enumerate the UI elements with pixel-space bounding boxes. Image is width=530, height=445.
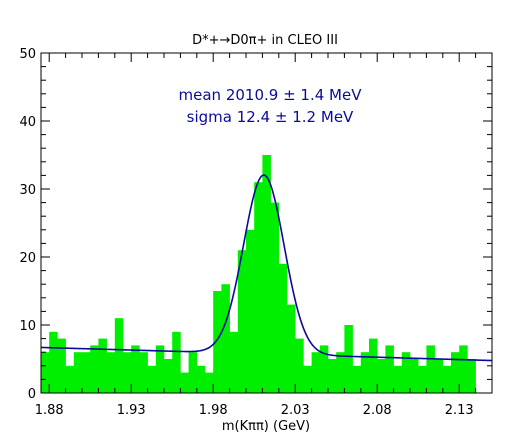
x-tick-label: 2.03 [281, 403, 310, 418]
y-tick-label: 50 [19, 47, 36, 62]
histogram-bar [196, 365, 206, 393]
histogram-bar [49, 331, 58, 393]
histogram-bar [467, 359, 476, 393]
histogram-bar [426, 345, 435, 393]
histogram-bar [237, 250, 247, 393]
histogram-bar [73, 352, 83, 393]
histogram-bar [147, 365, 157, 393]
y-tick-label: 30 [19, 183, 36, 198]
annotation-mean: mean 2010.9 ± 1.4 MeV [179, 86, 363, 104]
histogram-bar [459, 345, 468, 393]
x-tick-label: 1.98 [199, 403, 228, 418]
y-tick-labels: 0 10 20 30 40 50 [19, 47, 36, 402]
histogram-bar [114, 318, 124, 393]
histogram-bar [287, 304, 296, 393]
histogram-bar [303, 365, 312, 393]
histogram-bar [451, 352, 460, 393]
histogram-bar [393, 365, 403, 393]
histogram-bar [106, 352, 116, 393]
y-tick-label: 40 [19, 115, 36, 130]
histogram-bar [188, 352, 198, 393]
fit-curve [40, 174, 493, 362]
histogram-bar [123, 352, 132, 393]
histogram-bar [254, 182, 263, 393]
histogram-bar [434, 359, 444, 393]
y-tick-label: 10 [19, 319, 36, 334]
histogram-bars [41, 155, 476, 393]
histogram-bar [41, 352, 50, 393]
histogram-bar [131, 345, 140, 393]
histogram-bar [65, 365, 75, 393]
histogram-bar [418, 365, 427, 393]
histogram-bar [352, 365, 362, 393]
x-tick-label: 2.13 [445, 403, 474, 418]
histogram-bar [82, 352, 91, 393]
x-tick-label: 2.08 [363, 403, 392, 418]
histogram-bar [221, 284, 230, 393]
histogram-bar [246, 229, 255, 393]
histogram-bar [278, 263, 288, 393]
histogram-bar [401, 352, 411, 393]
x-axis-title: m(Kππ) (GeV) [222, 419, 310, 434]
histogram-bar [180, 372, 189, 393]
histogram-bar [319, 345, 329, 393]
histogram-bar [270, 202, 280, 393]
histogram-bar [262, 155, 271, 393]
x-tick-labels: 1.88 1.93 1.98 2.03 2.08 2.13 [35, 403, 474, 418]
annotation-sigma: sigma 12.4 ± 1.2 MeV [187, 108, 354, 126]
histogram-bar [164, 359, 173, 393]
histogram-bar [172, 331, 181, 393]
histogram-bar [385, 345, 394, 393]
plot-frame [40, 52, 493, 394]
x-tick-label: 1.88 [35, 403, 64, 418]
histogram-bar [139, 352, 148, 393]
histogram-bar [229, 331, 239, 393]
axis-ticks [41, 52, 493, 394]
histogram-bar [369, 338, 378, 393]
histogram-bar [155, 345, 165, 393]
histogram-bar [344, 325, 353, 393]
y-tick-label: 20 [19, 251, 36, 266]
histogram-bar [57, 338, 66, 393]
histogram-bar [213, 291, 222, 393]
histogram-bar [98, 338, 107, 393]
histogram-bar [442, 365, 452, 393]
chart-title: D*+→D0π+ in CLEO III [192, 33, 338, 48]
histogram-bar [360, 352, 370, 393]
histogram-bar [295, 338, 304, 393]
histogram-bar [90, 345, 99, 393]
histogram-bar [328, 359, 337, 393]
x-tick-label: 1.93 [117, 403, 146, 418]
histogram-bar [311, 352, 321, 393]
y-tick-label: 0 [28, 387, 36, 402]
histogram-bar [336, 352, 345, 393]
histogram-bar [410, 359, 419, 393]
histogram-bar [205, 372, 214, 393]
histogram-bar [377, 359, 386, 393]
